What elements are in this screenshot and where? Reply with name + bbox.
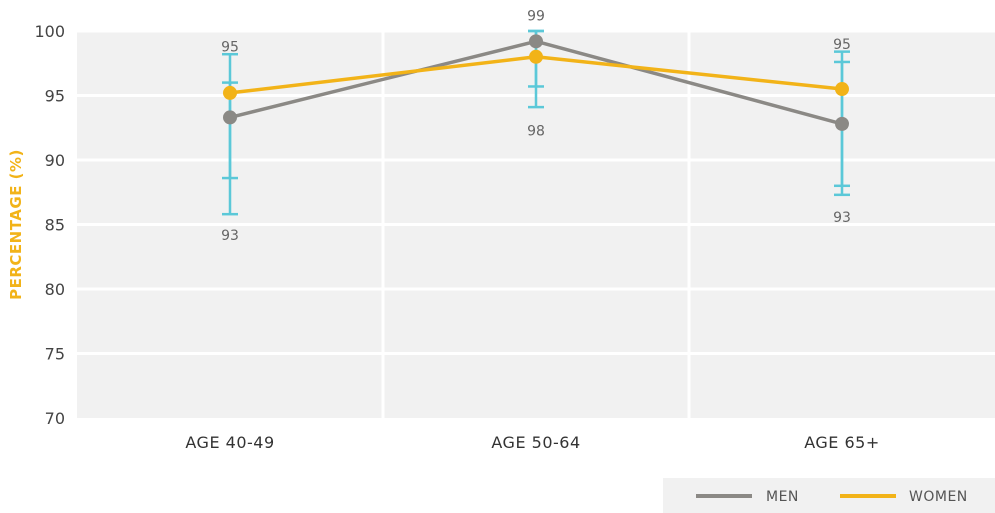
data-point-women [223, 85, 237, 100]
y-axis-ticks: 70 75 80 85 90 95 100 [34, 22, 65, 428]
data-point-women [529, 49, 543, 64]
x-category-label: AGE 50-64 [491, 433, 580, 452]
x-axis-categories: AGE 40-49 AGE 50-64 AGE 65+ [185, 433, 879, 452]
y-tick-label: 75 [45, 345, 65, 364]
y-tick-label: 100 [34, 22, 65, 41]
legend-label-women: WOMEN [909, 489, 968, 505]
y-tick-label: 95 [45, 87, 65, 106]
data-point-men [223, 110, 237, 125]
y-tick-label: 70 [45, 409, 65, 428]
x-category-label: AGE 65+ [804, 433, 880, 452]
series-points [223, 34, 849, 131]
data-labels: 95 93 99 98 95 93 [221, 9, 851, 244]
y-tick-label: 90 [45, 151, 65, 170]
data-label: 98 [527, 123, 545, 139]
data-point-men [529, 34, 543, 49]
data-label: 99 [527, 9, 545, 25]
data-label: 93 [833, 210, 851, 226]
data-label: 93 [221, 228, 239, 244]
y-tick-label: 85 [45, 216, 65, 235]
x-category-label: AGE 40-49 [185, 433, 274, 452]
data-point-women [835, 82, 849, 97]
legend: MEN WOMEN [663, 478, 995, 513]
data-label: 95 [833, 37, 851, 53]
data-point-men [835, 116, 849, 131]
data-label: 95 [221, 39, 239, 55]
legend-label-men: MEN [766, 489, 799, 505]
y-tick-label: 80 [45, 280, 65, 299]
y-axis-label: PERCENTAGE (%) [7, 149, 25, 300]
